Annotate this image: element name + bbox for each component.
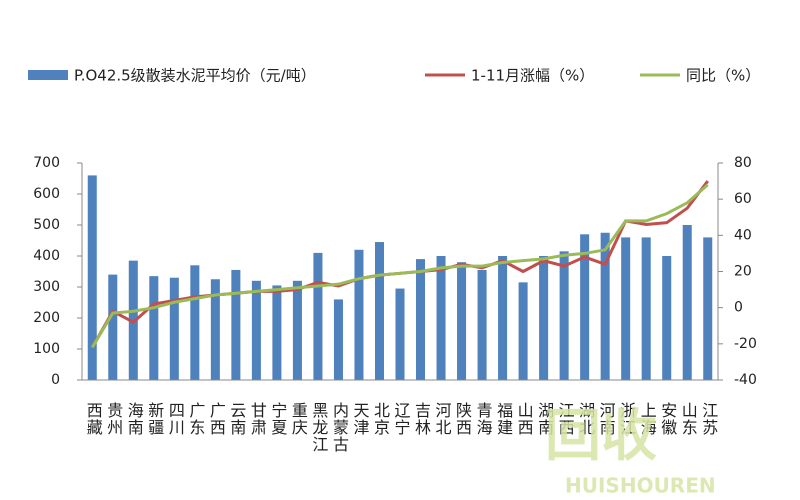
bar bbox=[416, 259, 426, 380]
bar bbox=[539, 256, 549, 380]
y-tick-label: 600 bbox=[33, 186, 60, 202]
bar bbox=[210, 279, 220, 380]
bar bbox=[169, 277, 179, 380]
y-tick-label: 400 bbox=[33, 248, 60, 264]
x-tick-label: 安徽 bbox=[658, 402, 677, 436]
x-tick-label: 云南 bbox=[227, 402, 246, 436]
y-tick-label: 0 bbox=[51, 372, 60, 388]
y-tick-label: 200 bbox=[33, 310, 60, 326]
bar bbox=[374, 242, 384, 380]
bar bbox=[457, 262, 467, 380]
x-tick-label: 甘肃 bbox=[248, 402, 267, 436]
y2-tick-label: 40 bbox=[734, 227, 752, 243]
y-tick-label: 500 bbox=[33, 217, 60, 233]
legend-label: 同比（%） bbox=[686, 67, 760, 85]
y2-tick-label: 0 bbox=[734, 300, 743, 316]
bar bbox=[436, 256, 446, 380]
x-tick-label: 福建 bbox=[494, 402, 513, 436]
x-tick-label: 西藏 bbox=[84, 402, 103, 436]
x-tick-label: 天津 bbox=[350, 402, 369, 436]
x-tick-label: 江苏 bbox=[699, 402, 718, 436]
bar bbox=[641, 237, 651, 380]
line bbox=[90, 183, 709, 349]
x-tick-label: 四川 bbox=[166, 402, 185, 436]
x-tick-label: 湖北 bbox=[576, 402, 595, 436]
bar bbox=[292, 280, 302, 380]
bar bbox=[498, 256, 508, 380]
y2-tick-label: -20 bbox=[734, 336, 757, 352]
bar bbox=[354, 249, 364, 380]
bar bbox=[333, 299, 343, 380]
x-tick-label: 辽宁 bbox=[392, 402, 411, 436]
y-tick-label: 300 bbox=[33, 279, 60, 295]
bar bbox=[190, 265, 200, 380]
x-tick-label: 山东 bbox=[679, 402, 698, 436]
x-tick-label: 青海 bbox=[474, 402, 493, 436]
bar bbox=[477, 269, 487, 380]
bar bbox=[600, 232, 610, 380]
x-tick-label: 上海 bbox=[638, 402, 657, 436]
y2-tick-label: -40 bbox=[734, 372, 757, 388]
x-tick-label: 新疆 bbox=[145, 402, 164, 436]
y2-tick-label: 80 bbox=[734, 155, 752, 171]
x-tick-label: 重庆 bbox=[289, 402, 308, 436]
bar bbox=[231, 269, 241, 380]
x-tick-label: 黑龙江 bbox=[309, 402, 328, 453]
bar bbox=[149, 276, 159, 380]
bar bbox=[518, 282, 528, 380]
x-tick-label: 广西 bbox=[207, 402, 226, 436]
legend-swatch bbox=[28, 70, 68, 80]
x-tick-label: 内蒙古 bbox=[330, 402, 349, 453]
bar bbox=[272, 285, 282, 380]
legend-label: P.O42.5级散装水泥平均价（元/吨） bbox=[74, 67, 316, 85]
x-tick-label: 河北 bbox=[433, 402, 452, 436]
x-tick-label: 贵州 bbox=[104, 402, 123, 436]
y2-tick-label: 20 bbox=[734, 264, 752, 280]
bar bbox=[313, 252, 323, 380]
y2-tick-label: 60 bbox=[734, 191, 752, 207]
x-tick-label: 山西 bbox=[515, 402, 534, 436]
bar bbox=[662, 256, 672, 380]
y-tick-label: 100 bbox=[33, 341, 60, 357]
bar bbox=[251, 280, 261, 380]
x-tick-label: 江西 bbox=[556, 402, 575, 436]
x-tick-label: 宁夏 bbox=[268, 402, 287, 436]
watermark-mark: 回收 bbox=[545, 404, 657, 469]
bar bbox=[621, 237, 631, 380]
x-tick-label: 广东 bbox=[186, 402, 205, 436]
y-tick-label: 700 bbox=[33, 155, 60, 171]
bar bbox=[559, 251, 569, 380]
x-tick-label: 湖南 bbox=[535, 402, 554, 436]
x-tick-label: 吉林 bbox=[412, 402, 431, 436]
x-tick-label: 浙江 bbox=[617, 402, 636, 436]
bar bbox=[108, 274, 118, 380]
bar bbox=[580, 234, 590, 380]
x-tick-label: 北京 bbox=[371, 402, 390, 436]
x-tick-label: 河南 bbox=[597, 402, 616, 436]
legend-label: 1-11月涨幅（%） bbox=[471, 67, 594, 85]
x-tick-label: 陕西 bbox=[453, 402, 472, 436]
x-tick-label: 海南 bbox=[125, 402, 144, 436]
bar bbox=[395, 288, 405, 380]
bar bbox=[87, 175, 97, 380]
bar bbox=[703, 237, 713, 380]
bar bbox=[682, 225, 692, 380]
watermark-text: HUISHOUREN bbox=[565, 474, 716, 498]
